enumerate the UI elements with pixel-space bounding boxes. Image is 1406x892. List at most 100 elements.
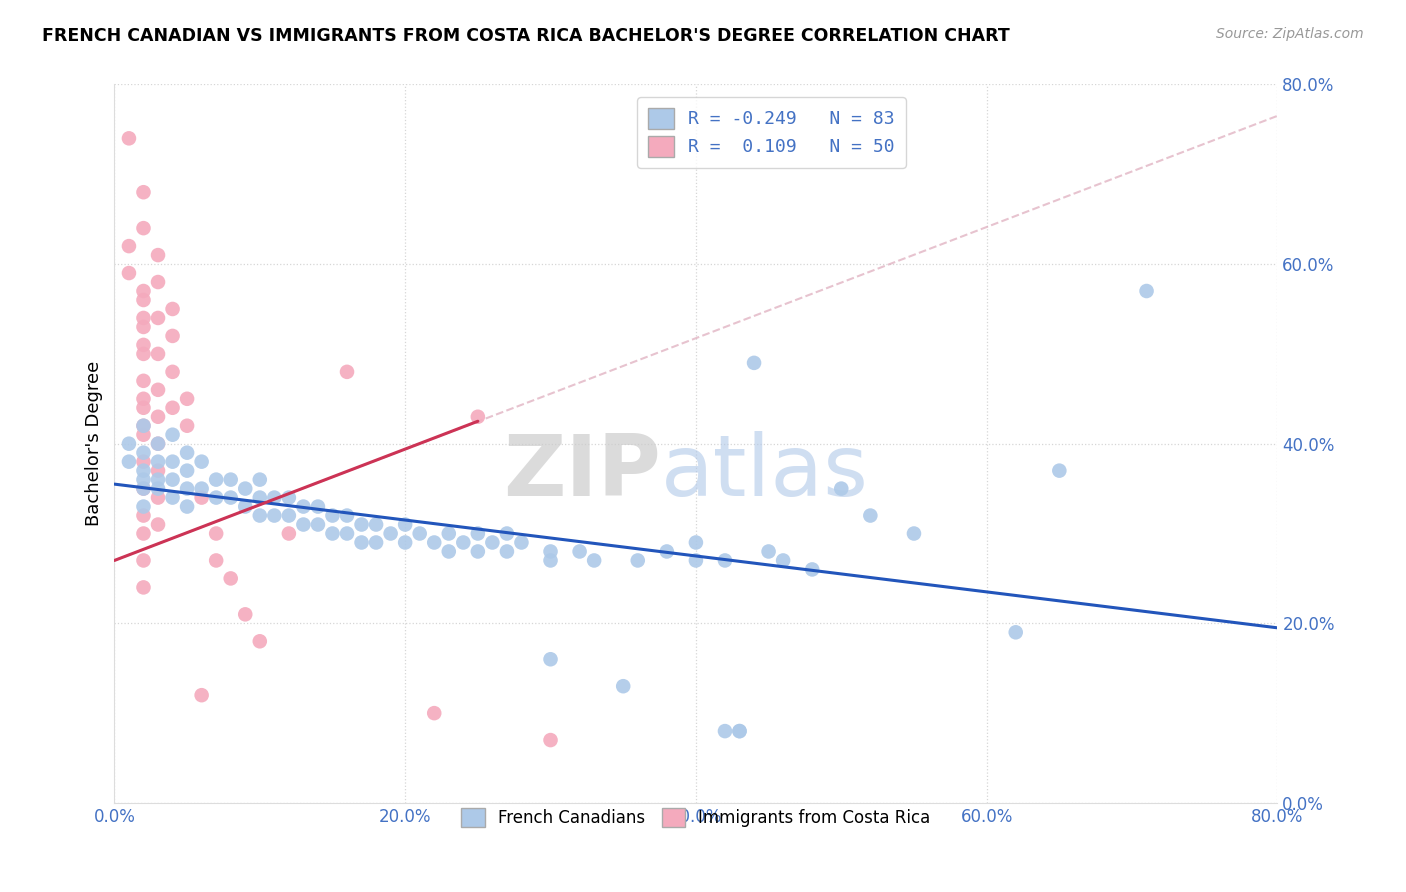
Point	[146, 347, 169, 361]
Point	[219, 491, 242, 505]
Point	[233, 607, 256, 622]
Point	[655, 544, 678, 558]
Point	[162, 427, 184, 442]
Point	[263, 508, 285, 523]
Point	[772, 553, 794, 567]
Text: Source: ZipAtlas.com: Source: ZipAtlas.com	[1216, 27, 1364, 41]
Point	[307, 500, 329, 514]
Point	[277, 491, 299, 505]
Point	[277, 508, 299, 523]
Point	[583, 553, 606, 567]
Point	[205, 491, 228, 505]
Point	[176, 445, 198, 459]
Point	[162, 491, 184, 505]
Point	[758, 544, 780, 558]
Point	[190, 455, 212, 469]
Point	[627, 553, 650, 567]
Point	[176, 482, 198, 496]
Point	[307, 517, 329, 532]
Point	[176, 392, 198, 406]
Point	[423, 535, 446, 549]
Point	[612, 679, 634, 693]
Point	[132, 374, 155, 388]
Point	[219, 473, 242, 487]
Point	[830, 482, 852, 496]
Point	[467, 526, 489, 541]
Point	[146, 248, 169, 262]
Point	[118, 239, 141, 253]
Point	[292, 517, 315, 532]
Point	[801, 562, 824, 576]
Point	[437, 544, 460, 558]
Text: ZIP: ZIP	[503, 431, 661, 514]
Point	[292, 500, 315, 514]
Point	[321, 508, 343, 523]
Point	[146, 383, 169, 397]
Point	[132, 284, 155, 298]
Point	[423, 706, 446, 720]
Point	[118, 131, 141, 145]
Point	[321, 526, 343, 541]
Point	[467, 544, 489, 558]
Point	[132, 310, 155, 325]
Point	[249, 491, 271, 505]
Point	[540, 733, 562, 747]
Point	[162, 365, 184, 379]
Point	[540, 553, 562, 567]
Point	[205, 526, 228, 541]
Point	[132, 418, 155, 433]
Point	[162, 455, 184, 469]
Point	[132, 427, 155, 442]
Point	[132, 347, 155, 361]
Point	[132, 338, 155, 352]
Point	[336, 526, 359, 541]
Point	[249, 634, 271, 648]
Point	[146, 482, 169, 496]
Point	[146, 436, 169, 450]
Point	[394, 535, 416, 549]
Point	[146, 409, 169, 424]
Point	[219, 571, 242, 585]
Point	[132, 418, 155, 433]
Point	[132, 445, 155, 459]
Point	[437, 526, 460, 541]
Point	[132, 482, 155, 496]
Point	[481, 535, 503, 549]
Point	[364, 517, 387, 532]
Point	[190, 688, 212, 702]
Point	[859, 508, 882, 523]
Point	[146, 310, 169, 325]
Point	[364, 535, 387, 549]
Point	[162, 473, 184, 487]
Point	[1047, 464, 1070, 478]
Point	[132, 320, 155, 334]
Legend: French Canadians, Immigrants from Costa Rica: French Canadians, Immigrants from Costa …	[454, 802, 938, 834]
Point	[263, 491, 285, 505]
Point	[380, 526, 402, 541]
Point	[903, 526, 925, 541]
Point	[162, 301, 184, 316]
Point	[132, 553, 155, 567]
Point	[162, 329, 184, 343]
Point	[205, 553, 228, 567]
Point	[146, 436, 169, 450]
Point	[132, 221, 155, 235]
Point	[132, 464, 155, 478]
Point	[132, 500, 155, 514]
Point	[685, 535, 707, 549]
Point	[728, 724, 751, 739]
Point	[394, 517, 416, 532]
Point	[146, 275, 169, 289]
Point	[249, 473, 271, 487]
Point	[190, 491, 212, 505]
Point	[132, 392, 155, 406]
Point	[132, 401, 155, 415]
Point	[540, 544, 562, 558]
Point	[409, 526, 432, 541]
Point	[146, 517, 169, 532]
Point	[190, 482, 212, 496]
Point	[467, 409, 489, 424]
Point	[233, 482, 256, 496]
Point	[132, 473, 155, 487]
Point	[233, 500, 256, 514]
